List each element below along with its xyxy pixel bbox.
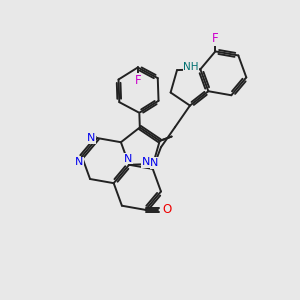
Text: N: N [87, 133, 95, 143]
Text: N: N [75, 158, 83, 167]
Text: F: F [212, 32, 219, 45]
Text: NH: NH [183, 62, 199, 72]
Text: N: N [150, 158, 159, 168]
Text: N: N [142, 157, 150, 167]
Text: O: O [162, 203, 171, 216]
Text: F: F [134, 74, 141, 87]
Text: N: N [124, 154, 132, 164]
